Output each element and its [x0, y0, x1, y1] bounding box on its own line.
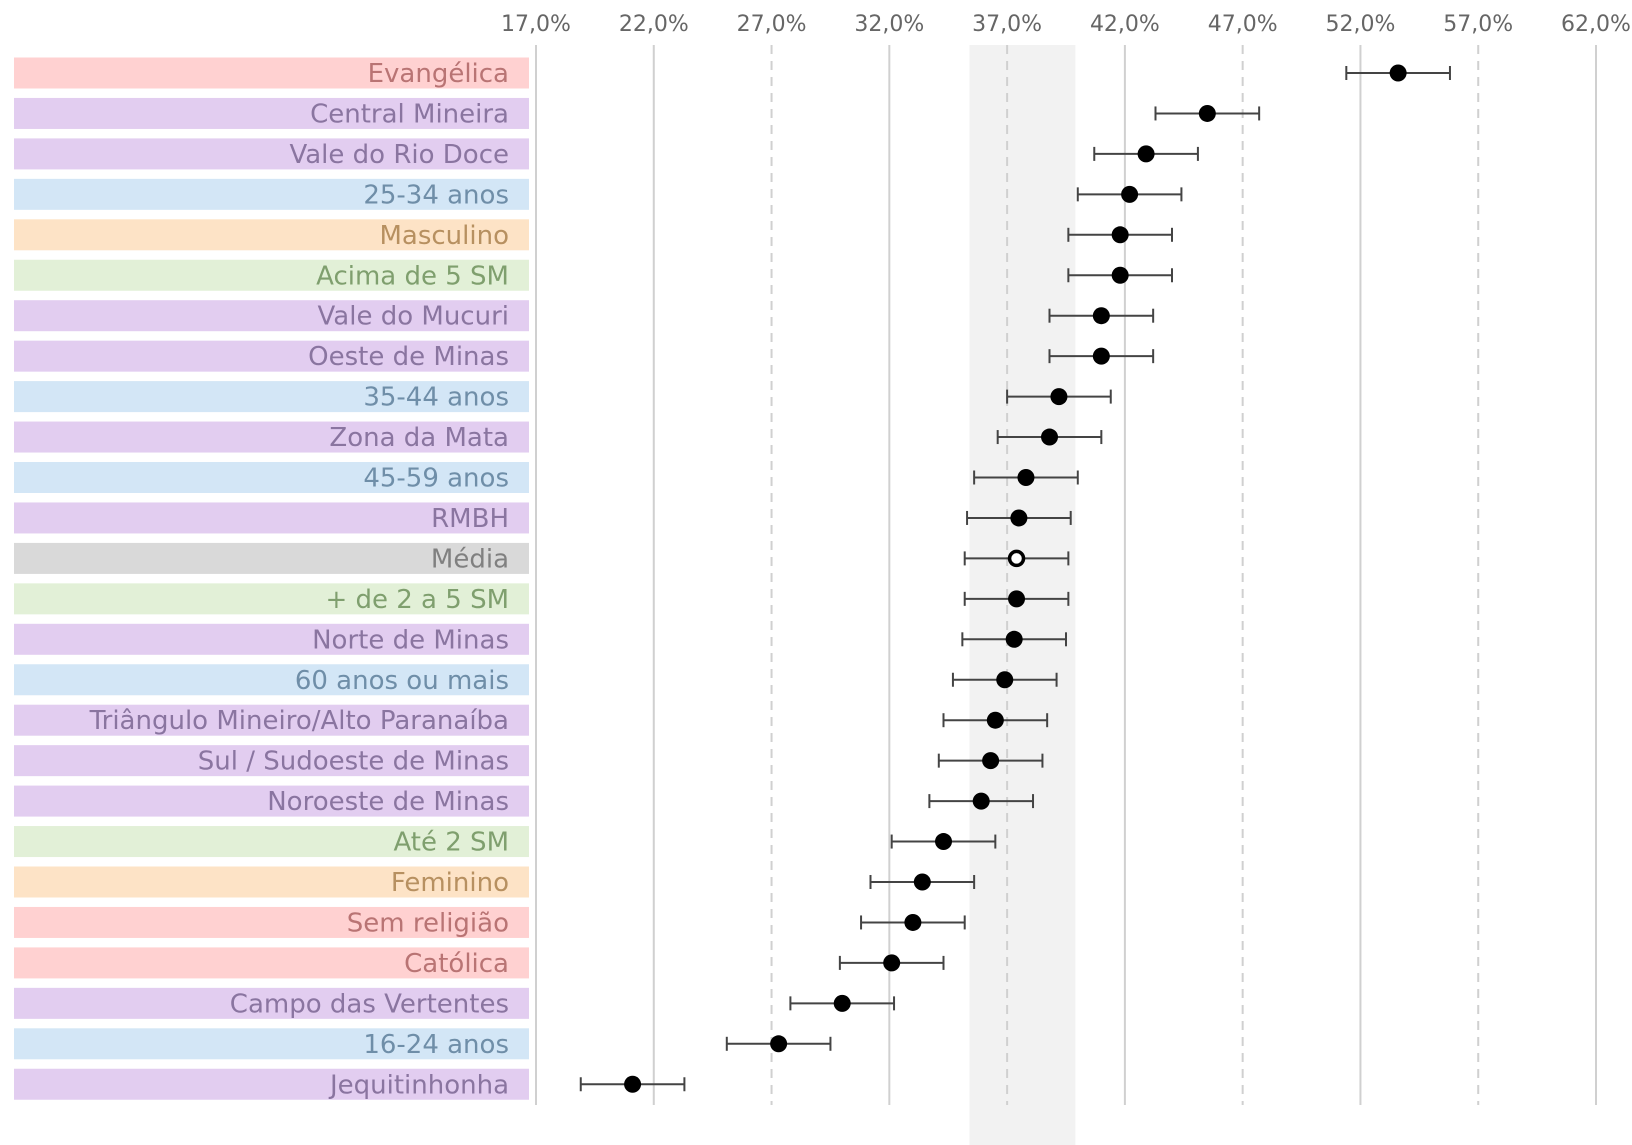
category-label: 35-44 anos — [363, 383, 509, 413]
category-label-box — [14, 704, 529, 736]
category-label-box — [14, 745, 529, 777]
data-point — [1111, 266, 1129, 284]
data-point — [1050, 388, 1068, 406]
category-label: Vale do Mucuri — [318, 302, 509, 332]
category-label: Acima de 5 SM — [316, 261, 509, 291]
data-point — [1005, 630, 1023, 648]
x-tick-label: 22,0% — [619, 12, 689, 37]
x-tick-label: 62,0% — [1561, 12, 1631, 37]
category-label-box — [14, 947, 529, 979]
category-label: Até 2 SM — [393, 828, 509, 858]
category-label: RMBH — [431, 504, 509, 534]
data-point — [935, 833, 953, 851]
average-point — [1007, 549, 1026, 568]
category-label: Feminino — [391, 868, 509, 898]
category-label: Evangélica — [368, 59, 509, 89]
category-label-box — [14, 340, 529, 372]
x-tick-label: 32,0% — [854, 12, 924, 37]
data-point — [1092, 307, 1110, 325]
category-label-box — [14, 1028, 529, 1060]
data-point — [1198, 104, 1216, 122]
data-point — [1041, 428, 1059, 446]
category-label-box — [14, 542, 529, 574]
data-point — [833, 994, 851, 1012]
category-label: Noroeste de Minas — [267, 787, 509, 817]
category-label: 25-34 anos — [363, 180, 509, 210]
category-label: Sem religião — [347, 908, 509, 938]
category-label-box — [14, 381, 529, 413]
category-label-box — [14, 785, 529, 817]
category-label-box — [14, 219, 529, 251]
data-point — [1121, 185, 1139, 203]
category-label-box — [14, 1068, 529, 1100]
data-point — [1111, 226, 1129, 244]
category-label: Jequitinhonha — [328, 1070, 509, 1100]
x-tick-label: 37,0% — [972, 12, 1042, 37]
category-label: 16-24 anos — [363, 1030, 509, 1060]
data-point — [972, 792, 990, 810]
x-tick-label: 57,0% — [1443, 12, 1513, 37]
category-label-box — [14, 462, 529, 493]
category-label: Oeste de Minas — [308, 342, 509, 372]
category-label: 45-59 anos — [363, 464, 509, 494]
x-tick-label: 27,0% — [737, 12, 807, 37]
category-label-box — [14, 138, 529, 170]
category-label: Central Mineira — [310, 99, 509, 129]
category-label: Norte de Minas — [312, 625, 509, 655]
category-label: Triângulo Mineiro/Alto Paranaíba — [89, 706, 509, 736]
category-label-box — [14, 987, 529, 1019]
category-label-box — [14, 583, 529, 615]
data-point — [986, 711, 1004, 729]
data-point — [1092, 347, 1110, 365]
category-label: + de 2 a 5 SM — [325, 585, 509, 615]
data-point — [883, 954, 901, 972]
data-point — [1010, 509, 1028, 527]
category-label-box — [14, 866, 529, 898]
category-label: Zona da Mata — [329, 423, 509, 453]
category-label-box — [14, 97, 529, 129]
category-label-box — [14, 664, 529, 696]
data-point — [624, 1075, 642, 1093]
category-label: Campo das Vertentes — [230, 989, 509, 1019]
data-point — [982, 752, 1000, 770]
data-point — [1008, 590, 1026, 608]
x-tick-label: 42,0% — [1090, 12, 1160, 37]
data-point — [904, 913, 922, 931]
data-point — [1389, 64, 1407, 82]
category-label-box — [14, 57, 529, 89]
category-label: Católica — [404, 949, 509, 979]
category-label-box — [14, 259, 529, 291]
category-label-box — [14, 906, 529, 938]
x-tick-label: 47,0% — [1208, 12, 1278, 37]
data-point — [996, 671, 1014, 689]
category-label: Média — [431, 544, 509, 574]
category-label-box — [14, 826, 529, 858]
data-point — [770, 1035, 788, 1053]
category-label-box — [14, 421, 529, 453]
category-label-box — [14, 178, 529, 210]
category-label-box — [14, 623, 529, 655]
category-label: Sul / Sudoeste de Minas — [198, 747, 509, 777]
x-tick-label: 17,0% — [501, 12, 571, 37]
category-label: Masculino — [379, 221, 509, 251]
category-label-box — [14, 300, 529, 332]
category-label: Vale do Rio Doce — [289, 140, 509, 170]
category-label: 60 anos ou mais — [295, 666, 509, 696]
category-label-box — [14, 502, 529, 534]
data-point — [913, 873, 931, 891]
data-point — [1137, 145, 1155, 163]
data-point — [1017, 469, 1035, 486]
x-tick-label: 52,0% — [1325, 12, 1395, 37]
